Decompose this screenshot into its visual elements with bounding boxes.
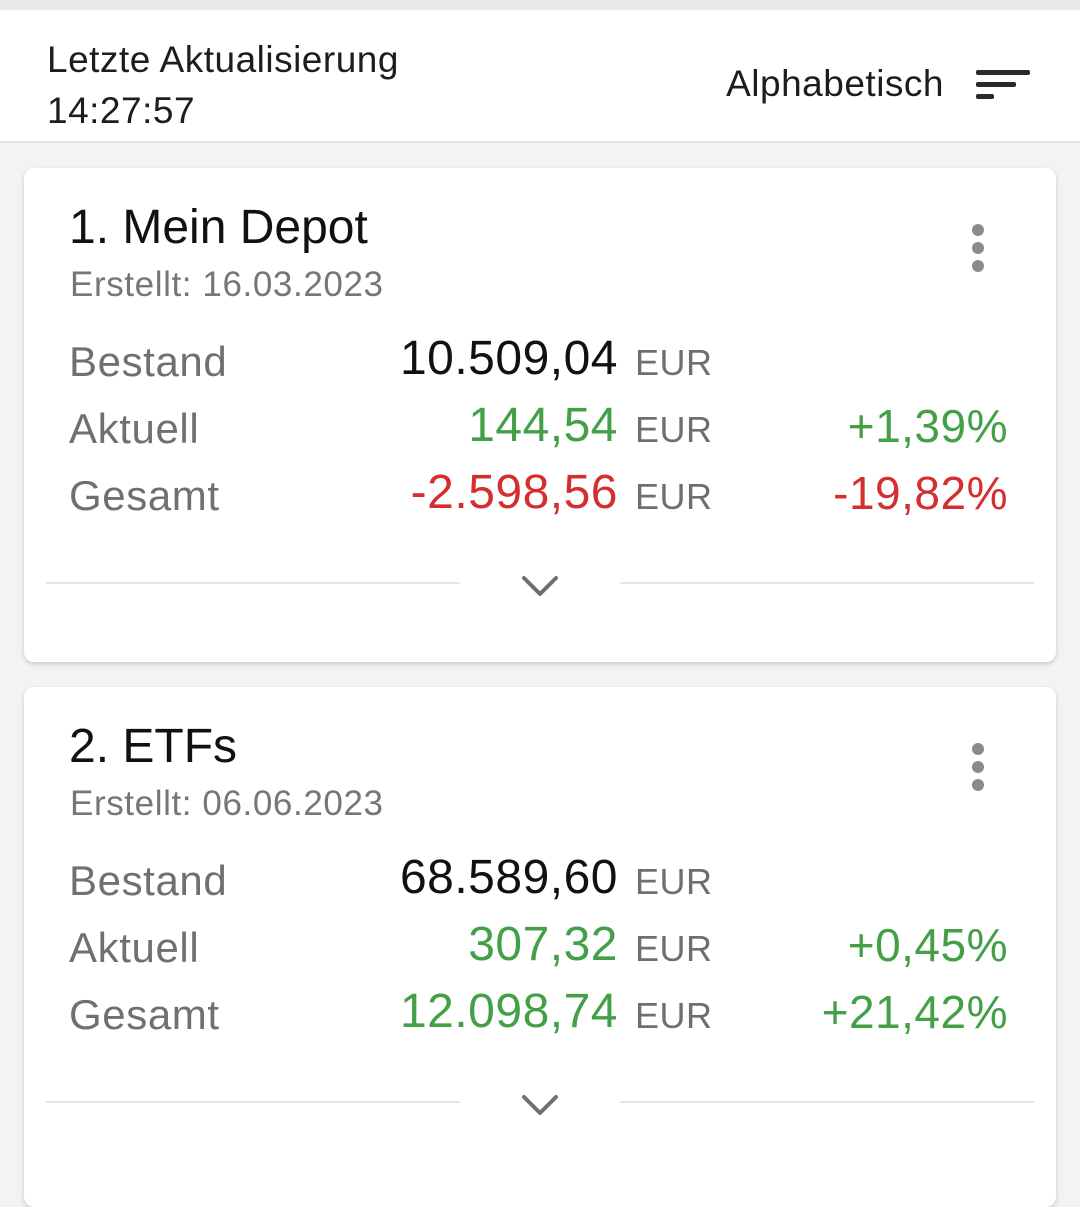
row-bestand: Bestand 10.509,04 EUR — [24, 332, 1056, 392]
row-aktuell: Aktuell 307,32 EUR +0,45% — [24, 918, 1056, 978]
depot-card[interactable]: 1. Mein Depot Erstellt: 16.03.2023 Besta… — [24, 168, 1056, 662]
row-label: Bestand — [69, 857, 228, 904]
more-options-icon[interactable] — [958, 220, 998, 276]
row-currency: EUR — [635, 861, 713, 902]
row-label: Bestand — [69, 338, 228, 385]
depot-created-date: Erstellt: 06.06.2023 — [70, 784, 384, 823]
row-amount: 10.509,04 — [399, 332, 618, 385]
chevron-down-icon[interactable] — [520, 571, 560, 601]
row-currency: EUR — [635, 409, 713, 450]
row-percent: +1,39% — [847, 400, 1008, 452]
row-amount: 68.589,60 — [399, 851, 618, 904]
row-gesamt: Gesamt -2.598,56 EUR -19,82% — [24, 466, 1056, 526]
row-currency: EUR — [635, 342, 713, 383]
more-options-icon[interactable] — [958, 739, 998, 795]
last-update-label: Letzte Aktualisierung — [47, 39, 399, 80]
row-label: Aktuell — [69, 405, 200, 452]
divider — [46, 582, 460, 584]
depot-title: 2. ETFs — [69, 720, 238, 773]
row-percent: -19,82% — [833, 467, 1008, 519]
depot-card[interactable]: 2. ETFs Erstellt: 06.06.2023 Bestand 68.… — [24, 687, 1056, 1207]
row-amount: 144,54 — [468, 399, 618, 452]
row-bestand: Bestand 68.589,60 EUR — [24, 851, 1056, 911]
row-amount: -2.598,56 — [410, 466, 618, 519]
row-amount: 307,32 — [468, 918, 618, 971]
depot-title: 1. Mein Depot — [69, 201, 368, 254]
row-currency: EUR — [635, 928, 713, 969]
row-amount: 12.098,74 — [399, 985, 618, 1038]
row-gesamt: Gesamt 12.098,74 EUR +21,42% — [24, 985, 1056, 1045]
top-bar: Letzte Aktualisierung 14:27:57 Alphabeti… — [0, 0, 1080, 143]
divider — [620, 1101, 1034, 1103]
row-currency: EUR — [635, 995, 713, 1036]
row-percent: +0,45% — [847, 919, 1008, 971]
last-update-time: 14:27:57 — [47, 90, 196, 131]
sort-label: Alphabetisch — [726, 63, 944, 104]
divider — [620, 582, 1034, 584]
row-label: Gesamt — [69, 472, 220, 519]
row-percent: +21,42% — [821, 986, 1008, 1038]
row-label: Gesamt — [69, 991, 220, 1038]
sort-button[interactable]: Alphabetisch — [726, 54, 1030, 114]
row-aktuell: Aktuell 144,54 EUR +1,39% — [24, 399, 1056, 459]
chevron-down-icon[interactable] — [520, 1090, 560, 1120]
sort-icon — [976, 64, 1030, 104]
row-currency: EUR — [635, 476, 713, 517]
depot-created-date: Erstellt: 16.03.2023 — [70, 265, 384, 304]
divider — [46, 1101, 460, 1103]
row-label: Aktuell — [69, 924, 200, 971]
last-update: Letzte Aktualisierung 14:27:57 — [47, 34, 399, 136]
